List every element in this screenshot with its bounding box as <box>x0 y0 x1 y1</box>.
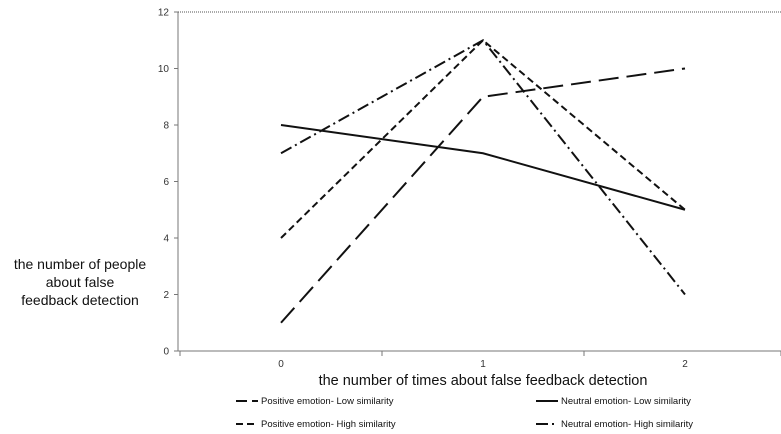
legend-label-3: Positive emotion- High similarity <box>261 419 396 430</box>
y-axis-title-line-2: about false <box>45 273 115 290</box>
y-tick-label: 6 <box>163 177 169 188</box>
series-line-1 <box>280 67 686 324</box>
y-axis-title: the number of people about false feedbac… <box>0 256 160 309</box>
series-line-4 <box>280 38 686 296</box>
legend-label-2: Neutral emotion- Low similarity <box>561 396 691 407</box>
y-tick-label: 2 <box>163 290 169 301</box>
x-axis-title: the number of times about false feedback… <box>319 373 648 389</box>
y-tick-label: 0 <box>163 347 169 358</box>
y-tick-label: 4 <box>163 234 169 245</box>
y-axis-title-line-3: feedback detection <box>21 291 139 308</box>
y-axis-title-line-1: the number of people <box>13 256 147 272</box>
legend: Positive emotion- Low similarity Neutral … <box>236 396 693 430</box>
x-tick-label: 1 <box>480 359 486 370</box>
series-line-3 <box>280 38 686 239</box>
y-tick-label: 12 <box>158 8 170 19</box>
legend-label-4: Neutral emotion- High similarity <box>561 419 693 430</box>
series-lines <box>280 38 686 324</box>
series-line-2 <box>280 124 686 211</box>
x-tick-label: 2 <box>682 359 688 370</box>
x-tick-label: 0 <box>278 359 284 370</box>
y-tick-label: 8 <box>163 121 169 132</box>
y-tick-label: 10 <box>158 64 170 75</box>
legend-label-1: Positive emotion- Low similarity <box>261 396 394 407</box>
